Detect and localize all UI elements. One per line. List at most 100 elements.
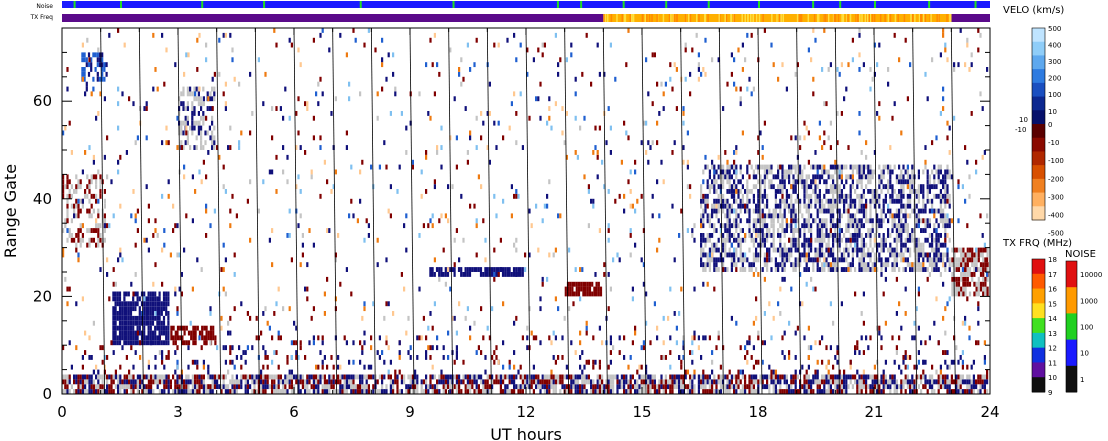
echo-cell-3721 (933, 174, 936, 180)
echo-cell-3559 (906, 257, 909, 263)
echo-cell-1334 (68, 340, 71, 346)
echo-cell-157 (165, 384, 168, 390)
echo-cell-4391 (363, 42, 366, 48)
echo-cell-2157 (85, 81, 88, 87)
echo-cell-4566 (488, 81, 491, 87)
echo-cell-4739 (607, 189, 610, 194)
echo-cell-991 (748, 389, 751, 394)
echo-cell-848 (649, 389, 652, 394)
echo-cell-1645 (118, 291, 122, 297)
echo-cell-790 (607, 379, 610, 385)
echo-cell-1336 (81, 364, 84, 370)
echo-cell-3887 (968, 257, 972, 263)
echo-cell-2994 (816, 252, 819, 258)
echo-cell-1136 (845, 384, 848, 390)
echo-cell-3180 (843, 164, 846, 170)
echo-cell-4691 (579, 296, 582, 302)
echo-cell-3031 (821, 233, 824, 238)
echo-cell-3703 (931, 242, 934, 248)
echo-cell-452 (363, 384, 366, 390)
echo-cell-767 (592, 384, 595, 390)
echo-cell-3475 (893, 252, 896, 258)
echo-cell-4631 (537, 247, 540, 253)
freq-texture-86 (827, 14, 830, 22)
echo-cell-1181 (876, 374, 879, 380)
echo-cell-2185 (101, 52, 104, 58)
echo-cell-2609 (752, 218, 755, 224)
echo-cell-2191 (429, 272, 432, 277)
echo-cell-1312 (972, 379, 975, 385)
echo-cell-1932 (184, 106, 187, 111)
echo-cell-4592 (510, 213, 513, 219)
echo-cell-221 (207, 384, 210, 390)
echo-cell-2666 (761, 198, 764, 204)
echo-cell-4494 (440, 125, 443, 131)
echo-cell-3724 (935, 262, 938, 268)
echo-cell-963 (726, 379, 729, 385)
echo-cell-1292 (959, 379, 962, 385)
echo-cell-2507 (733, 233, 736, 238)
echo-cell-1684 (127, 291, 130, 297)
echo-cell-1420 (361, 345, 364, 351)
echo-cell-1427 (378, 335, 381, 341)
echo-cell-3449 (889, 242, 892, 248)
echo-cell-915 (693, 384, 696, 390)
echo-cell-2498 (730, 189, 733, 194)
echo-cell-2906 (801, 174, 804, 180)
echo-cell-3073 (827, 198, 830, 204)
echo-cell-72 (108, 384, 111, 390)
echo-cell-4681 (572, 301, 575, 307)
echo-cell-4516 (455, 135, 458, 141)
echo-cell-2423 (719, 223, 722, 229)
echo-cell-958 (724, 389, 727, 394)
echo-cell-1218 (904, 374, 907, 380)
echo-cell-1177 (873, 374, 876, 380)
echo-cell-4455 (420, 335, 423, 341)
echo-cell-1965 (195, 96, 198, 102)
echo-cell-2038 (68, 179, 71, 185)
echo-cell-4214 (235, 213, 238, 219)
echo-cell-3297 (862, 257, 865, 263)
echo-cell-2017 (62, 193, 65, 199)
echo-cell-1051 (790, 384, 793, 390)
echo-cell-398 (328, 374, 331, 380)
echo-cell-2788 (781, 174, 784, 180)
echo-cell-881 (671, 384, 674, 390)
echo-cell-791 (607, 374, 610, 380)
echo-cell-4666 (557, 62, 560, 68)
echo-cell-508 (409, 379, 412, 385)
echo-cell-1634 (116, 291, 119, 297)
echo-cell-2209 (453, 267, 456, 272)
echo-cell-3502 (898, 228, 901, 233)
echo-cell-3275 (858, 169, 861, 175)
echo-cell-1462 (513, 350, 516, 355)
echo-cell-4786 (642, 340, 645, 346)
echo-cell-176 (178, 379, 181, 385)
echo-cell-2455 (724, 169, 727, 175)
echo-cell-885 (673, 379, 676, 385)
echo-cell-4103 (176, 364, 179, 370)
echo-cell-4544 (475, 218, 478, 224)
echo-cell-4677 (568, 306, 571, 312)
echo-cell-3479 (893, 218, 896, 224)
echo-cell-1824 (162, 330, 166, 336)
echo-cell-3669 (924, 218, 927, 224)
echo-cell-1585 (917, 350, 920, 355)
echo-cell-1825 (162, 325, 166, 331)
echo-cell-2683 (763, 179, 766, 185)
echo-cell-1369 (191, 359, 194, 365)
echo-cell-4787 (642, 281, 645, 287)
echo-cell-3513 (900, 257, 903, 263)
echo-cell-4757 (625, 130, 628, 136)
echo-cell-898 (682, 389, 685, 394)
echo-cell-4248 (271, 262, 274, 268)
echo-cell-823 (629, 374, 632, 380)
echo-cell-491 (394, 374, 397, 380)
echo-cell-2553 (739, 198, 742, 204)
echo-cell-428 (348, 374, 351, 380)
echo-cell-2778 (781, 247, 784, 253)
echo-cell-2182 (101, 67, 104, 72)
echo-cell-2349 (706, 213, 709, 219)
echo-cell-3227 (851, 213, 854, 219)
echo-cell-1512 (691, 359, 694, 365)
